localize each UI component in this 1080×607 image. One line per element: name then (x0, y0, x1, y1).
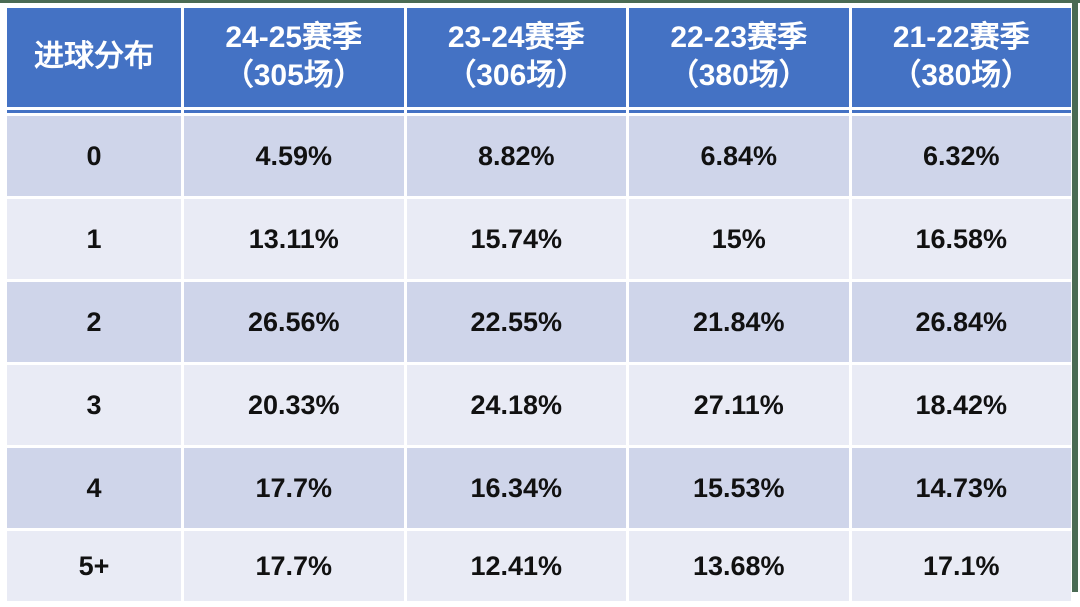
data-cell: 13.11% (184, 199, 404, 279)
header-corner-label: 进球分布 (34, 39, 154, 73)
row-label-1: 1 (7, 199, 181, 279)
data-cell: 16.58% (851, 199, 1071, 279)
season-title: 22-23赛季 (670, 21, 808, 54)
season-title: 21-22赛季 (892, 21, 1030, 54)
data-cell: 15.53% (629, 448, 849, 528)
data-cell: 15% (629, 199, 849, 279)
data-cell: 6.84% (629, 116, 849, 196)
header-cell-season-22-23: 22-23赛季 （380场） (629, 8, 849, 113)
background-edge-top (0, 0, 1080, 3)
data-cell: 8.82% (406, 116, 626, 196)
season-title: 24-25赛季 (225, 21, 363, 54)
data-cell: 14.73% (851, 448, 1071, 528)
data-cell: 4.59% (184, 116, 404, 196)
data-cell: 24.18% (406, 365, 626, 445)
data-cell: 12.41% (406, 531, 626, 601)
data-cell: 27.11% (629, 365, 849, 445)
season-matches: （306场） (446, 58, 587, 92)
season-matches: （380场） (891, 58, 1032, 92)
row-label-0: 0 (7, 116, 181, 196)
row-label-4: 4 (7, 448, 181, 528)
data-cell: 20.33% (184, 365, 404, 445)
data-cell: 17.7% (184, 531, 404, 601)
data-cell: 17.7% (184, 448, 404, 528)
data-cell: 6.32% (851, 116, 1071, 196)
background-edge-right (1072, 3, 1078, 592)
data-cell: 21.84% (629, 282, 849, 362)
data-cell: 26.56% (184, 282, 404, 362)
data-cell: 26.84% (851, 282, 1071, 362)
data-cell: 16.34% (406, 448, 626, 528)
row-label-5plus: 5+ (7, 531, 181, 601)
data-cell: 17.1% (851, 531, 1071, 601)
data-cell: 18.42% (851, 365, 1071, 445)
goal-distribution-table: 进球分布 24-25赛季 （305场） 23-24赛季 （306场） 22-23… (7, 8, 1071, 601)
row-label-2: 2 (7, 282, 181, 362)
data-cell: 22.55% (406, 282, 626, 362)
data-cell: 13.68% (629, 531, 849, 601)
season-matches: （380场） (668, 58, 809, 92)
header-cell-season-21-22: 21-22赛季 （380场） (851, 8, 1071, 113)
season-title: 23-24赛季 (447, 21, 585, 54)
data-cell: 15.74% (406, 199, 626, 279)
header-cell-season-23-24: 23-24赛季 （306场） (406, 8, 626, 113)
row-label-3: 3 (7, 365, 181, 445)
header-cell-goal-distribution: 进球分布 (7, 8, 181, 113)
header-cell-season-24-25: 24-25赛季 （305场） (184, 8, 404, 113)
season-matches: （305场） (223, 58, 364, 92)
